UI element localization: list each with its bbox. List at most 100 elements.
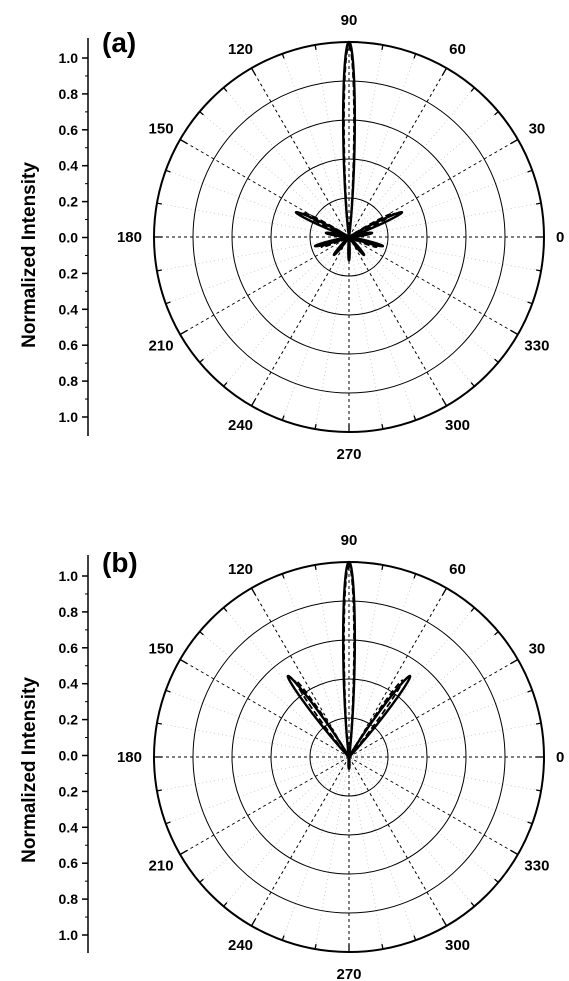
- angle-tick: [156, 722, 162, 725]
- angle-tick: [381, 944, 384, 950]
- angle-tick: [179, 329, 188, 336]
- minor-spoke: [348, 236, 499, 363]
- minor-spoke: [223, 87, 350, 238]
- angle-tick: [281, 935, 285, 941]
- angle-tick: [510, 138, 519, 145]
- angle-label: 30: [529, 121, 546, 138]
- minor-spoke: [165, 756, 350, 825]
- angle-tick: [494, 631, 499, 636]
- angle-tick: [413, 53, 417, 59]
- minor-spoke: [281, 573, 350, 758]
- minor-spoke: [348, 111, 499, 238]
- angle-tick: [510, 658, 519, 665]
- angle-tick: [165, 301, 171, 305]
- polar-panel-a: (a) 1.0 0.8 0.6 0.4 0.2 0.0 0.2 0.4 0.6 0.8 1.0 Norm…: [19, 12, 564, 463]
- minor-spoke: [165, 689, 350, 758]
- angle-label: 210: [149, 858, 174, 875]
- y-tick-label: 0.6: [59, 855, 79, 871]
- y-tick-label: 0.4: [59, 676, 79, 692]
- minor-spoke: [348, 236, 533, 305]
- series-dashed-pattern: [294, 565, 404, 768]
- minor-spoke: [348, 236, 384, 430]
- angle-tick: [381, 44, 384, 50]
- angle-tick: [179, 849, 188, 856]
- minor-spoke: [199, 631, 350, 758]
- minor-spoke: [199, 236, 350, 363]
- major-spoke: [348, 659, 519, 758]
- minor-spoke: [348, 756, 475, 907]
- angle-tick: [223, 87, 228, 92]
- angle-tick: [441, 918, 448, 927]
- y-tick-label: 0.2: [59, 265, 79, 281]
- angle-tick: [470, 902, 475, 907]
- y-tick-label: 0.6: [59, 640, 79, 656]
- angle-tick: [314, 424, 317, 430]
- minor-spoke: [156, 722, 350, 758]
- angle-tick: [413, 935, 417, 941]
- angle-tick: [314, 564, 317, 570]
- angle-label: 270: [336, 966, 361, 981]
- major-spoke: [251, 587, 350, 758]
- minor-spoke: [223, 236, 350, 387]
- minor-spoke: [281, 756, 350, 941]
- y-tick-label: 1.0: [59, 927, 79, 943]
- angle-tick: [179, 138, 188, 145]
- major-spoke: [348, 236, 447, 407]
- minor-spoke: [199, 756, 350, 883]
- angle-label: 240: [228, 937, 253, 954]
- angle-tick: [165, 169, 171, 173]
- angle-label: 210: [149, 338, 174, 355]
- angle-tick: [281, 415, 285, 421]
- minor-spoke: [314, 564, 350, 758]
- angle-tick: [381, 564, 384, 570]
- minor-spoke: [348, 564, 384, 758]
- y-tick-label: 0.8: [59, 373, 79, 389]
- minor-spoke: [348, 202, 542, 238]
- minor-spoke: [348, 236, 417, 421]
- angle-label: 240: [228, 417, 253, 434]
- minor-spoke: [348, 756, 542, 792]
- angle-tick: [381, 424, 384, 430]
- y-tick-label: 0.0: [59, 230, 79, 246]
- angle-tick: [250, 918, 257, 927]
- minor-spoke: [165, 236, 350, 305]
- y-axis-label: Normalized Intensity: [19, 677, 40, 863]
- minor-spoke: [156, 756, 350, 792]
- angle-tick: [199, 358, 204, 363]
- angle-label: 150: [149, 121, 174, 138]
- angle-label: 330: [524, 858, 549, 875]
- angle-tick: [314, 944, 317, 950]
- angle-label: 30: [529, 641, 546, 658]
- angle-label: 0: [556, 229, 564, 246]
- y-tick-label: 0.8: [59, 891, 79, 907]
- y-tick-label: 0.8: [59, 604, 79, 620]
- y-tick-label: 0.2: [59, 194, 79, 210]
- angle-tick: [199, 631, 204, 636]
- panel-label: (a): [102, 27, 136, 58]
- major-spoke: [251, 756, 350, 927]
- angle-label: 300: [445, 937, 470, 954]
- angle-tick: [223, 382, 228, 387]
- angle-tick: [165, 821, 171, 825]
- angle-tick: [281, 573, 285, 579]
- y-tick-label: 0.6: [59, 337, 79, 353]
- y-tick-label: 1.0: [59, 409, 79, 425]
- angle-tick: [314, 44, 317, 50]
- angle-tick: [250, 398, 257, 407]
- angle-tick: [223, 902, 228, 907]
- minor-spoke: [156, 202, 350, 238]
- angle-tick: [413, 415, 417, 421]
- angle-tick: [441, 67, 448, 76]
- panel-label: (b): [102, 547, 138, 578]
- major-spoke: [348, 756, 519, 855]
- series-dashed-pattern: [303, 45, 395, 258]
- angle-label: 90: [341, 12, 358, 29]
- angle-tick: [250, 587, 257, 596]
- y-tick-label: 0.0: [59, 748, 79, 764]
- angle-tick: [156, 202, 162, 205]
- angle-tick: [470, 382, 475, 387]
- angle-tick: [527, 821, 533, 825]
- angle-tick: [413, 573, 417, 579]
- major-spoke: [179, 659, 350, 758]
